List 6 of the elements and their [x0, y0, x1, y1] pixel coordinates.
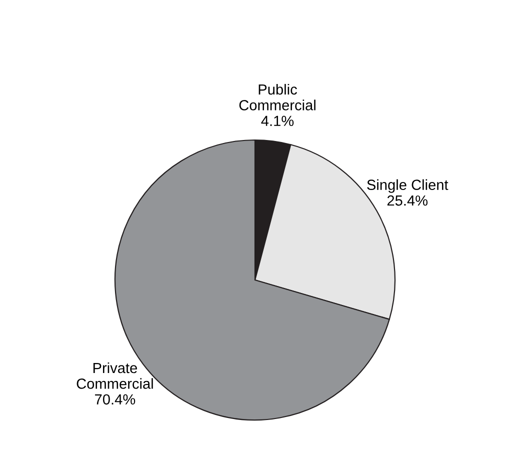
data-label: 4.1% — [261, 116, 294, 126]
data-label: 70.4% — [95, 394, 136, 405]
slice-label: Public Commercial — [239, 84, 316, 110]
data-label: 25.4% — [387, 195, 428, 206]
slice-label: Private Commercial — [76, 362, 153, 389]
slice-label: Single Client — [367, 179, 448, 193]
